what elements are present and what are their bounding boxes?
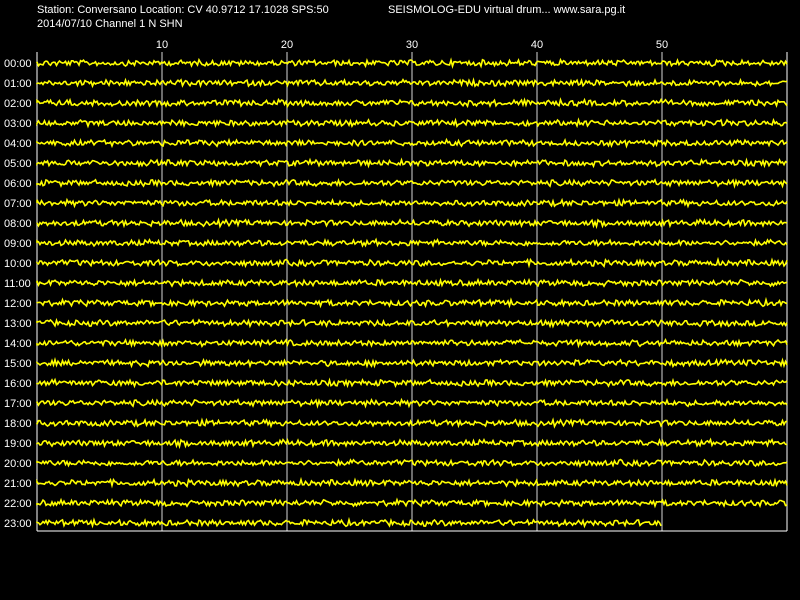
row-label-1900: 19:00 [4, 438, 32, 450]
row-label-1100: 11:00 [4, 278, 31, 290]
row-label-2200: 22:00 [4, 498, 32, 510]
trace-row-1600 [36, 377, 788, 389]
trace-row-0100 [36, 77, 788, 89]
x-tick-label-50: 50 [656, 39, 668, 51]
trace-row-0000 [36, 57, 788, 70]
trace-row-0800 [36, 217, 788, 230]
row-label-0600: 06:00 [4, 178, 32, 190]
trace-row-2200 [36, 497, 788, 509]
trace-row-1200 [36, 296, 788, 309]
x-tick-label-30: 30 [406, 39, 418, 51]
row-label-0300: 03:00 [4, 118, 32, 130]
row-label-1500: 15:00 [4, 358, 32, 370]
trace-row-1900 [36, 437, 788, 450]
trace-row-1500 [36, 357, 788, 369]
row-label-0700: 07:00 [4, 198, 32, 210]
row-label-2100: 21:00 [4, 478, 32, 490]
label-layer: 10 20 30 40 50 00:00 01:00 02:00 03:00 04:00 05:00… [4, 39, 668, 530]
trace-row-1700 [36, 397, 788, 409]
app-title: SEISMOLOG-EDU virtual drum... www.sara.p… [388, 4, 626, 16]
trace-row-1000 [36, 256, 788, 269]
trace-row-1400 [36, 337, 788, 349]
trace-row-0500 [36, 157, 788, 169]
row-label-0400: 04:00 [4, 138, 32, 150]
trace-row-1100 [36, 277, 788, 288]
trace-row-0900 [36, 237, 788, 248]
x-tick-label-20: 20 [281, 39, 293, 51]
trace-row-2000 [36, 457, 788, 469]
x-tick-label-40: 40 [531, 39, 543, 51]
trace-row-1300 [36, 317, 788, 329]
trace-row-0700 [36, 197, 788, 209]
trace-row-0200 [36, 97, 788, 109]
row-label-0200: 02:00 [4, 98, 32, 110]
row-label-0500: 05:00 [4, 158, 32, 170]
row-label-1300: 13:00 [4, 318, 32, 330]
row-label-2000: 20:00 [4, 458, 32, 470]
row-label-0100: 01:00 [4, 78, 32, 90]
row-label-1400: 14:00 [4, 338, 32, 350]
row-label-1600: 16:00 [4, 378, 32, 390]
row-label-0800: 08:00 [4, 218, 32, 230]
trace-row-0300 [36, 117, 788, 129]
date-channel-info: 2014/07/10 Channel 1 N SHN [37, 18, 183, 30]
trace-layer [36, 57, 788, 529]
row-label-1000: 10:00 [4, 258, 32, 270]
grid-layer [36, 52, 788, 532]
trace-row-2300 [36, 516, 662, 529]
row-label-1200: 12:00 [4, 298, 32, 310]
row-label-1800: 18:00 [4, 418, 32, 430]
station-info: Station: Conversano Location: CV 40.9712… [37, 4, 329, 16]
row-label-2300: 23:00 [4, 518, 32, 530]
trace-row-0400 [36, 137, 788, 149]
trace-row-0600 [36, 177, 788, 189]
trace-row-1800 [36, 417, 788, 429]
x-tick-label-10: 10 [156, 39, 168, 51]
trace-row-2100 [36, 476, 788, 489]
row-label-0900: 09:00 [4, 238, 32, 250]
row-label-0000: 00:00 [4, 58, 32, 70]
row-label-1700: 17:00 [4, 398, 32, 410]
